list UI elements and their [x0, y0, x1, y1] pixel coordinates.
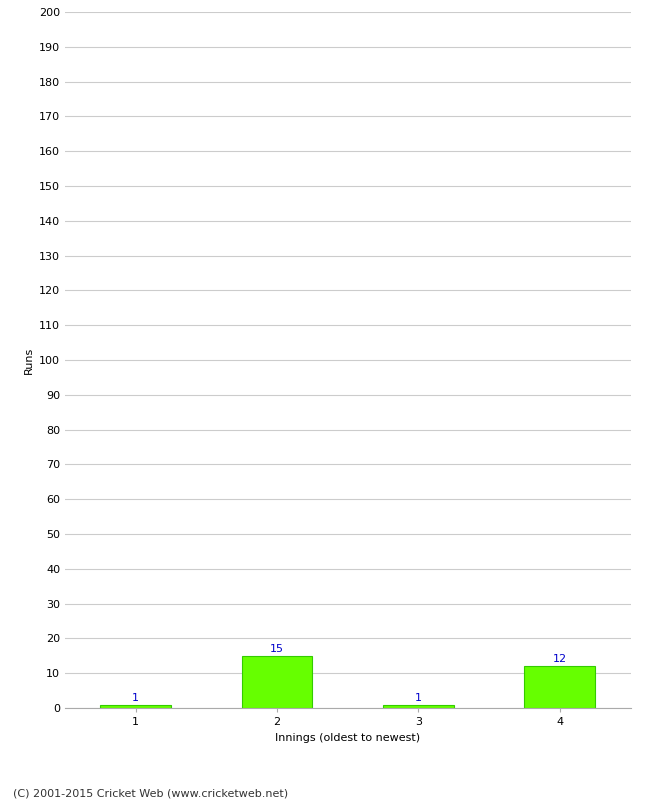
Text: 1: 1: [415, 693, 422, 702]
Text: 15: 15: [270, 644, 284, 654]
Bar: [383, 705, 454, 708]
X-axis label: Innings (oldest to newest): Innings (oldest to newest): [275, 733, 421, 742]
Y-axis label: Runs: Runs: [23, 346, 33, 374]
Text: (C) 2001-2015 Cricket Web (www.cricketweb.net): (C) 2001-2015 Cricket Web (www.cricketwe…: [13, 788, 288, 798]
Text: 1: 1: [132, 693, 139, 702]
Bar: [242, 656, 313, 708]
Bar: [525, 666, 595, 708]
Bar: [100, 705, 171, 708]
Text: 12: 12: [552, 654, 567, 665]
